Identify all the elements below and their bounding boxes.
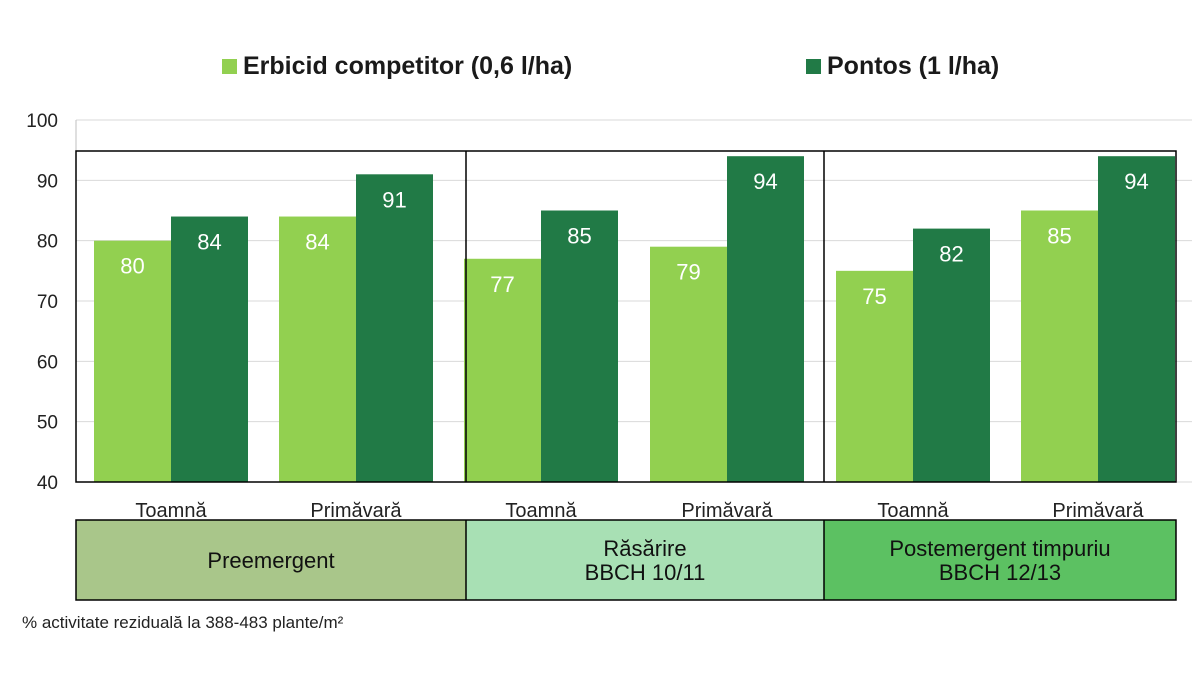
data-label-competitor: 84	[305, 230, 329, 255]
group-label: Preemergent	[207, 548, 334, 573]
bar-competitor	[464, 258, 541, 482]
data-label-competitor: 85	[1047, 224, 1071, 249]
data-label-pontos: 85	[567, 224, 591, 249]
data-label-competitor: 75	[862, 284, 886, 309]
bar-pontos	[171, 216, 248, 483]
legend-swatch-pontos	[806, 59, 821, 74]
y-tick-label: 80	[37, 232, 58, 253]
chart-footnote: % activitate reziduală la 388-483 plante…	[22, 613, 344, 632]
bar-competitor	[836, 270, 913, 482]
legend-label-pontos: Pontos (1 l/ha)	[827, 52, 1000, 80]
group-label: Postemergent timpuriu	[889, 536, 1110, 561]
bar-pontos	[727, 156, 804, 482]
bar-competitor	[1021, 210, 1098, 482]
group-band	[466, 520, 824, 600]
y-tick-label: 40	[37, 473, 58, 494]
y-tick-label: 90	[37, 171, 58, 192]
group-band	[76, 520, 466, 600]
bar-competitor	[650, 246, 727, 482]
group-band	[824, 520, 1176, 600]
group-label: Răsărire	[603, 536, 686, 561]
data-label-pontos: 84	[197, 230, 221, 255]
group-band-frame	[75, 519, 1177, 601]
group-label: BBCH 12/13	[939, 560, 1061, 585]
x-category-label: Primăvară	[681, 500, 773, 522]
data-label-competitor: 80	[120, 254, 144, 279]
bar-pontos	[541, 210, 618, 482]
legend-item-competitor: Erbicid competitor (0,6 l/ha)	[222, 52, 572, 81]
x-category-label: Primăvară	[1052, 500, 1144, 522]
data-label-pontos: 82	[939, 242, 963, 267]
bar-pontos	[356, 174, 433, 483]
data-label-competitor: 79	[676, 260, 700, 285]
data-label-pontos: 91	[382, 187, 406, 212]
legend-swatch-competitor	[222, 59, 237, 74]
x-category-label: Toamnă	[877, 500, 949, 522]
bar-pontos	[913, 228, 990, 482]
y-tick-label: 100	[26, 111, 58, 132]
y-tick-label: 70	[37, 292, 58, 313]
bar-competitor	[94, 240, 171, 482]
x-category-label: Toamnă	[505, 500, 577, 522]
legend-item-pontos: Pontos (1 l/ha)	[806, 52, 999, 81]
x-category-label: Toamnă	[135, 500, 207, 522]
x-category-label: Primăvară	[310, 500, 402, 522]
chart-legend: Erbicid competitor (0,6 l/ha) Pontos (1 …	[0, 52, 1200, 92]
legend-label-competitor: Erbicid competitor (0,6 l/ha)	[243, 52, 573, 80]
y-tick-label: 60	[37, 352, 58, 373]
group-label: BBCH 10/11	[585, 560, 706, 585]
y-tick-label: 50	[37, 413, 58, 434]
data-label-competitor: 77	[490, 272, 514, 297]
panel-frame	[75, 150, 1177, 483]
bar-competitor	[279, 216, 356, 483]
bar-pontos	[1098, 156, 1175, 482]
data-label-pontos: 94	[753, 169, 777, 194]
data-label-pontos: 94	[1124, 169, 1148, 194]
